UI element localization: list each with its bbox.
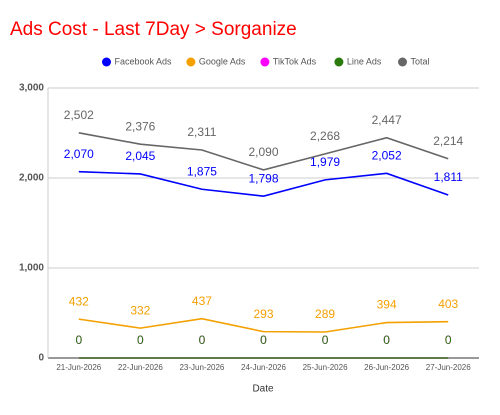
data-label: 0 [322, 333, 329, 347]
data-label: 2,447 [372, 113, 402, 127]
y-tick-label: 1,000 [19, 263, 44, 274]
data-label: 0 [260, 333, 267, 347]
x-tick-label: 26-Jun-2026 [364, 363, 409, 372]
data-label: 437 [192, 294, 212, 308]
legend-marker [186, 57, 196, 67]
data-label: 2,090 [248, 145, 278, 159]
data-label: 0 [322, 333, 329, 347]
data-label: 0 [137, 333, 144, 347]
data-label: 2,214 [433, 134, 463, 148]
data-label: 0 [199, 333, 206, 347]
x-tick-label: 24-Jun-2026 [241, 363, 286, 372]
data-label: 0 [75, 333, 82, 347]
legend-label: Google Ads [199, 56, 246, 66]
x-tick-label: 25-Jun-2026 [303, 363, 348, 372]
data-label: 0 [445, 333, 452, 347]
data-label: 1,875 [187, 164, 217, 178]
legend-marker [102, 57, 111, 67]
data-label: 394 [377, 298, 397, 312]
legend-label: Total [411, 56, 430, 66]
y-tick-label: 2,000 [19, 173, 44, 184]
legend-marker [260, 57, 270, 67]
series-line [78, 317, 449, 333]
legend-label: Line Ads [347, 56, 382, 66]
chart-title: Ads Cost - Last 7Day > Sorganize [10, 19, 297, 40]
y-tick-label: 0 [38, 353, 44, 364]
data-label: 2,070 [64, 147, 94, 161]
x-tick-label: 21-Jun-2026 [56, 363, 101, 372]
data-label: 0 [137, 333, 144, 347]
data-label: 1,979 [310, 155, 340, 169]
data-label: 2,502 [64, 108, 94, 122]
data-label: 2,052 [372, 148, 402, 162]
data-label: 432 [69, 294, 89, 308]
series-line [78, 170, 449, 197]
data-label: 2,311 [187, 125, 216, 139]
legend-marker [334, 57, 344, 67]
data-label: 2,268 [310, 129, 340, 143]
data-label: 0 [383, 333, 390, 347]
data-label: 1,798 [248, 171, 278, 185]
legend-marker [398, 57, 407, 67]
data-label: 289 [315, 307, 335, 321]
data-label: 2,045 [125, 149, 155, 163]
y-tick-label: 3,000 [19, 83, 44, 94]
series-line [78, 132, 449, 171]
legend-label: Facebook Ads [115, 56, 173, 66]
data-label: 403 [438, 297, 458, 311]
data-label: 0 [199, 333, 206, 347]
x-tick-label: 22-Jun-2026 [118, 363, 163, 372]
data-label: 0 [445, 333, 452, 347]
data-label: 0 [383, 333, 390, 347]
x-axis-title: Date [252, 384, 274, 395]
data-label: 0 [75, 333, 82, 347]
x-tick-label: 27-Jun-2026 [426, 363, 471, 372]
data-label: 332 [130, 303, 150, 317]
legend-label: TikTok Ads [273, 56, 317, 66]
data-label: 2,376 [125, 119, 155, 133]
data-label: 1,811 [434, 170, 463, 184]
x-tick-label: 23-Jun-2026 [179, 363, 224, 372]
data-label: 293 [253, 307, 273, 321]
data-label: 0 [260, 333, 267, 347]
